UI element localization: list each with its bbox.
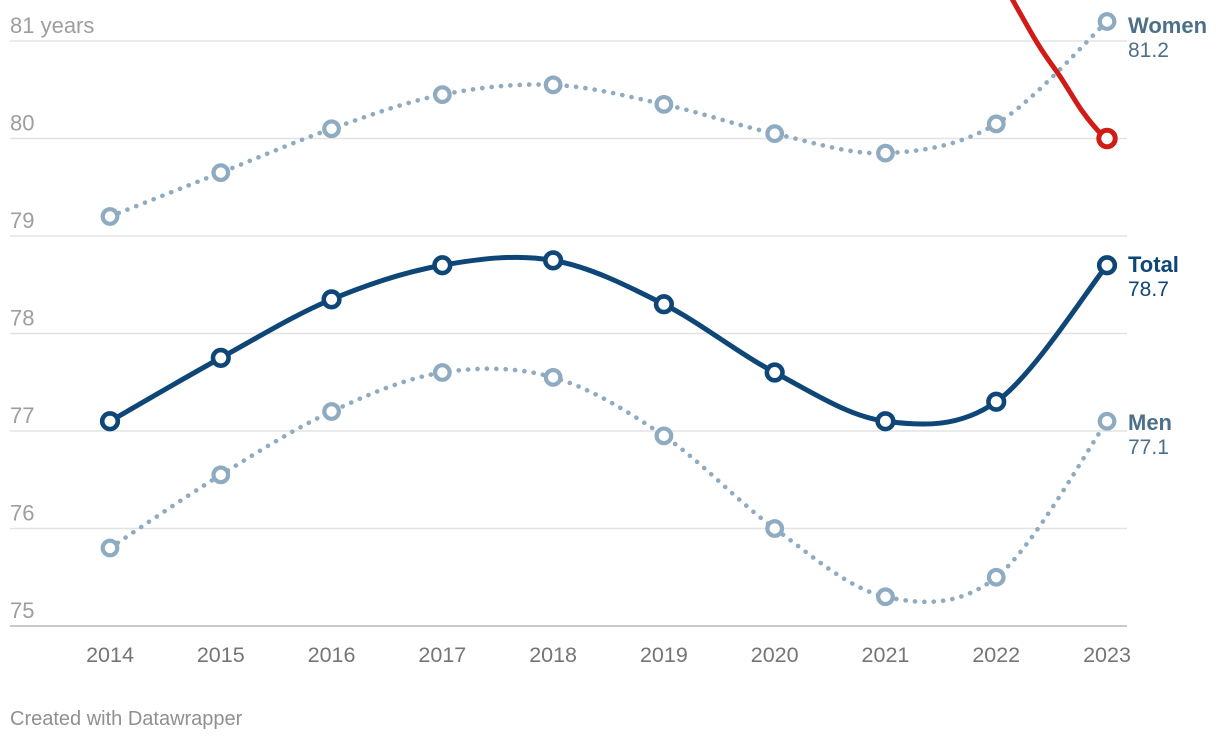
series-end-value-men: 77.1 bbox=[1128, 436, 1169, 459]
data-point-marker-total bbox=[210, 347, 231, 368]
data-point-marker-total bbox=[321, 289, 342, 310]
y-axis-tick-label: 75 bbox=[10, 598, 34, 623]
data-point-marker-women bbox=[100, 207, 120, 226]
y-axis-tick-label: 77 bbox=[10, 403, 34, 428]
end-labels-group: Women 81.2 Total 78.7 Men 77.1 bbox=[1128, 13, 1207, 459]
data-point-marker-total bbox=[432, 255, 453, 276]
series-line-men bbox=[107, 366, 1110, 605]
data-point-marker-men bbox=[432, 363, 452, 382]
y-axis-tick-label: 79 bbox=[10, 208, 34, 233]
x-axis-tick-label: 2019 bbox=[640, 643, 688, 667]
x-axis-tick-label: 2021 bbox=[862, 643, 910, 667]
x-axis-tick-label: 2022 bbox=[972, 643, 1020, 667]
x-axis-tick-label: 2015 bbox=[197, 643, 245, 667]
data-point-marker-total bbox=[1096, 255, 1118, 276]
gridlines-group bbox=[10, 40, 1127, 627]
data-point-marker-women bbox=[543, 75, 563, 95]
x-axis-labels-group: 2014 2015 2016 2017 2018 2019 2020 2021 2022 2023 bbox=[86, 643, 1131, 667]
series-end-value-total: 78.7 bbox=[1128, 278, 1169, 301]
series-end-label-men: Men bbox=[1128, 410, 1172, 435]
data-point-marker-men bbox=[100, 538, 120, 558]
x-axis-tick-label: 2018 bbox=[529, 643, 577, 667]
x-axis-tick-label: 2014 bbox=[86, 643, 134, 667]
data-point-marker-women bbox=[211, 163, 231, 183]
data-point-marker-men bbox=[654, 426, 674, 446]
x-axis-tick-label: 2017 bbox=[418, 643, 466, 667]
data-point-marker-total bbox=[875, 411, 896, 432]
data-point-marker-men bbox=[765, 519, 785, 538]
series-end-label-women: Women bbox=[1128, 13, 1207, 38]
data-point-marker-total bbox=[543, 250, 564, 271]
data-point-marker-men bbox=[322, 402, 341, 421]
data-point-marker-men bbox=[1097, 411, 1117, 431]
data-point-marker-women bbox=[654, 94, 674, 114]
data-point-marker-total bbox=[99, 411, 121, 432]
data-point-marker-women bbox=[322, 119, 341, 139]
series-end-label-total: Total bbox=[1128, 252, 1179, 277]
y-axis-labels-group: 81 years 80 79 78 77 76 75 bbox=[10, 13, 94, 623]
data-point-marker-total bbox=[653, 294, 675, 315]
data-point-marker-women bbox=[1097, 12, 1117, 31]
data-point-marker-women bbox=[432, 85, 452, 105]
data-point-marker-women bbox=[986, 114, 1006, 134]
datawrapper-credit: Created with Datawrapper bbox=[10, 708, 243, 730]
x-axis-tick-label: 2016 bbox=[308, 643, 356, 667]
data-point-marker-men bbox=[876, 587, 895, 607]
y-axis-tick-label: 81 years bbox=[10, 13, 94, 38]
data-point-marker-total bbox=[986, 391, 1007, 412]
y-axis-tick-label: 80 bbox=[10, 111, 34, 136]
data-point-marker-women bbox=[765, 124, 785, 144]
data-point-marker-men bbox=[543, 367, 563, 387]
series-line-women bbox=[107, 19, 1110, 219]
series-line-total bbox=[107, 254, 1110, 427]
series-end-value-women: 81.2 bbox=[1128, 39, 1169, 62]
data-point-marker-men bbox=[986, 567, 1006, 587]
red-overlay-end-marker bbox=[1096, 127, 1118, 150]
data-point-marker-total bbox=[764, 362, 785, 383]
x-axis-tick-label: 2020 bbox=[751, 643, 799, 667]
data-point-marker-men bbox=[211, 465, 231, 485]
y-axis-tick-label: 76 bbox=[10, 501, 34, 526]
red-overlay-line bbox=[1009, 0, 1110, 141]
y-axis-tick-label: 78 bbox=[10, 306, 34, 331]
data-point-marker-women bbox=[876, 143, 895, 163]
series-group bbox=[99, 0, 1118, 607]
x-axis-tick-label: 2023 bbox=[1083, 643, 1131, 667]
